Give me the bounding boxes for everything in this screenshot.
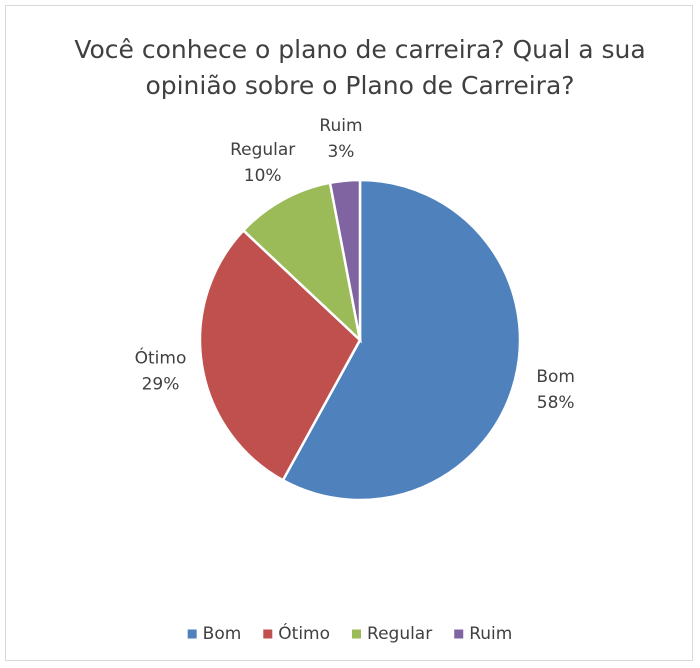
data-label-name: Ótimo xyxy=(135,347,187,369)
pie-slice xyxy=(328,178,362,341)
legend-label: Ótimo xyxy=(278,622,330,644)
legend-swatch xyxy=(263,629,273,639)
data-label-value: 3% xyxy=(327,142,354,162)
data-label-value: 29% xyxy=(142,375,180,395)
legend-label: Ruim xyxy=(469,624,512,644)
data-label-name: Bom xyxy=(536,367,575,387)
pie-slice xyxy=(241,181,362,344)
pie-slice xyxy=(281,178,522,502)
legend-swatch xyxy=(187,629,197,639)
chart-title: Você conhece o plano de carreira? Qual a… xyxy=(74,35,646,100)
data-label-value: 58% xyxy=(537,393,575,413)
data-label-value: 10% xyxy=(244,166,282,186)
legend-swatch xyxy=(352,629,362,639)
data-label-name: Ruim xyxy=(319,116,362,136)
pie-slice xyxy=(198,228,362,482)
data-label-name: Regular xyxy=(230,140,295,160)
legend-swatch xyxy=(454,629,464,639)
chart-frame xyxy=(5,5,693,661)
legend-label: Regular xyxy=(367,624,432,644)
legend-label: Bom xyxy=(203,624,242,644)
